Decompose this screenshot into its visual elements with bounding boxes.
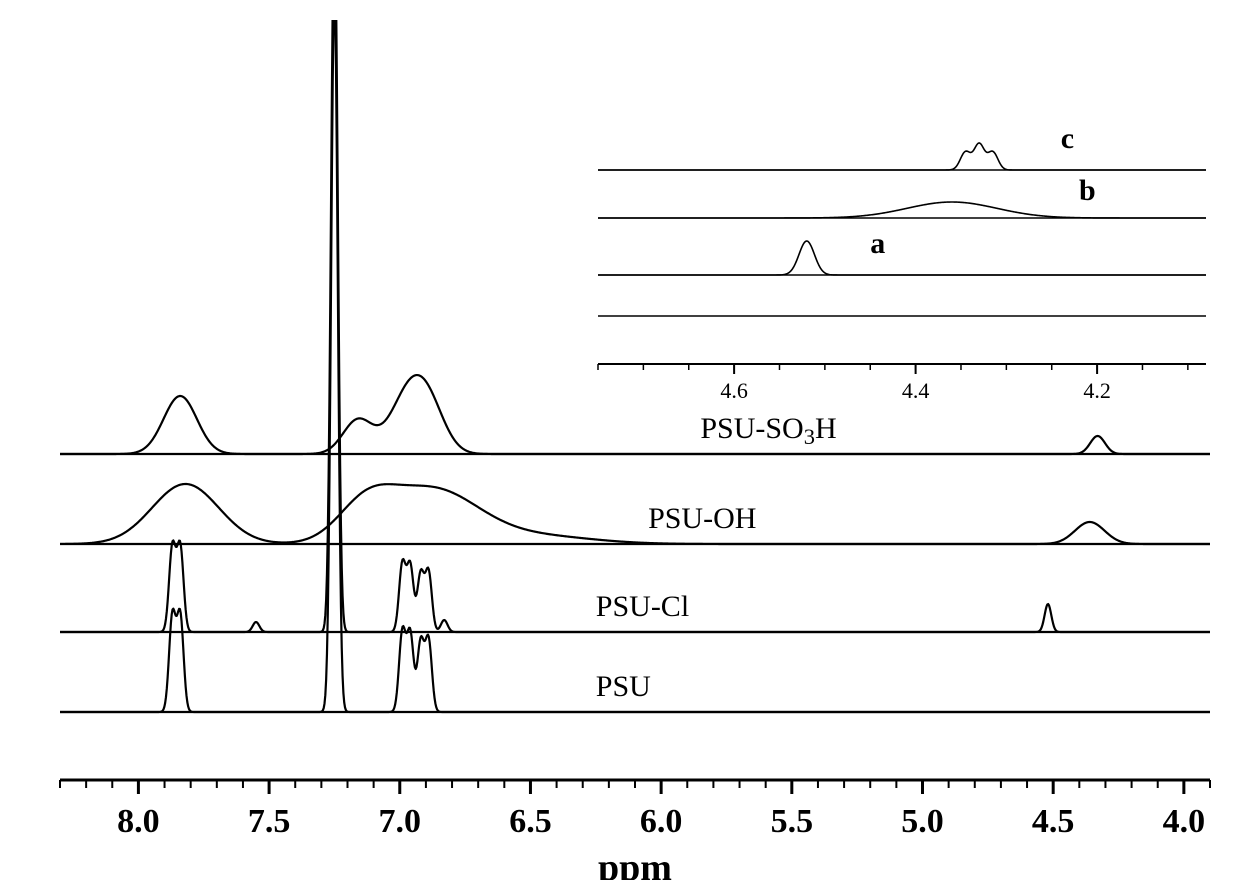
svg-text:4.6: 4.6 [720,378,748,403]
svg-text:5.5: 5.5 [771,803,814,840]
svg-text:4.4: 4.4 [902,378,930,403]
series-label-PSU-SO3H: PSU-SO3H [700,412,836,449]
svg-text:7.0: 7.0 [379,803,422,840]
chart-svg: 8.0 7.5 7.0 6.5 6.0 5.5 5.0 4.5 4.0 ppm PSU PSU-Cl P… [0,0,1240,880]
series-label-PSU-OH: PSU-OH [648,502,756,535]
trace-PSU-SO3H [60,375,1210,454]
inset-label-a: a [870,227,885,260]
trace-PSU-OH [60,484,1210,544]
svg-text:4.0: 4.0 [1163,803,1206,840]
nmr-stack-chart: 8.0 7.5 7.0 6.5 6.0 5.5 5.0 4.5 4.0 ppm PSU PSU-Cl P… [0,0,1240,880]
svg-text:7.5: 7.5 [248,803,291,840]
series-label-PSU: PSU [596,670,651,703]
inset-trace-c [598,143,1206,170]
inset-label-c: c [1061,122,1074,155]
series-label-PSU-Cl: PSU-Cl [596,590,689,623]
x-axis-label: ppm [598,847,672,880]
inset-label-b: b [1079,174,1096,207]
svg-text:8.0: 8.0 [117,803,160,840]
svg-text:6.0: 6.0 [640,803,683,840]
svg-text:4.2: 4.2 [1083,378,1111,403]
inset-trace-b [598,202,1206,218]
svg-text:6.5: 6.5 [509,803,552,840]
svg-text:4.5: 4.5 [1032,803,1075,840]
svg-text:5.0: 5.0 [901,803,944,840]
inset-trace-a [598,241,1206,275]
